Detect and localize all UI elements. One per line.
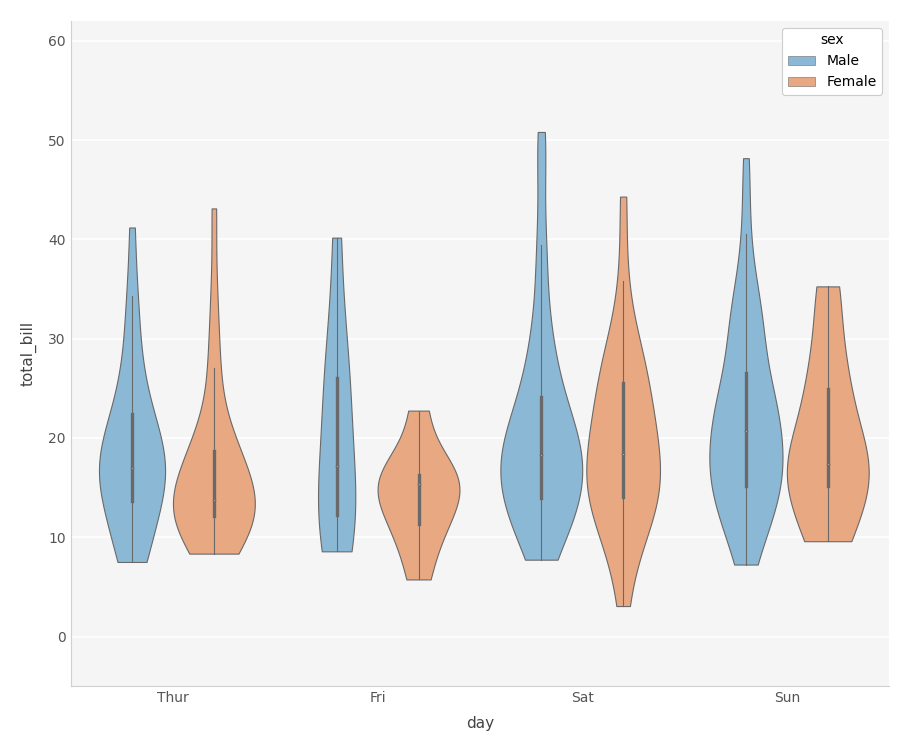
X-axis label: day: day bbox=[466, 716, 494, 731]
Point bbox=[739, 425, 753, 437]
Point bbox=[616, 448, 631, 460]
Point bbox=[411, 478, 426, 490]
Point bbox=[821, 458, 835, 470]
Y-axis label: total_bill: total_bill bbox=[21, 321, 37, 386]
Point bbox=[329, 459, 344, 472]
Point bbox=[125, 462, 139, 474]
Legend: Male, Female: Male, Female bbox=[782, 28, 882, 95]
Point bbox=[207, 493, 221, 505]
Point bbox=[534, 450, 549, 462]
